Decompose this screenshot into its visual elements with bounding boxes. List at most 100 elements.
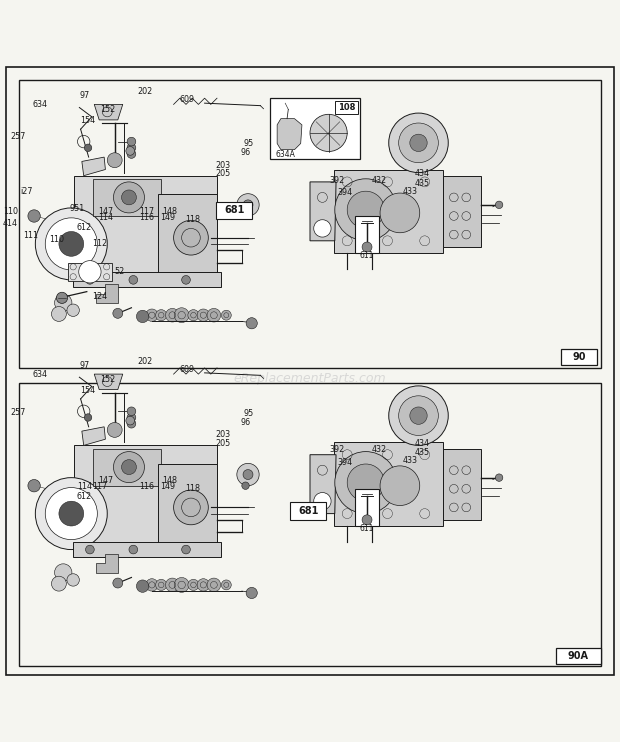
Circle shape <box>335 179 397 241</box>
Text: 148: 148 <box>162 476 177 485</box>
Text: 124: 124 <box>92 292 107 301</box>
Text: 154: 154 <box>81 116 95 125</box>
Text: 111: 111 <box>24 232 38 240</box>
Circle shape <box>45 218 97 270</box>
Text: 609: 609 <box>180 364 195 374</box>
Circle shape <box>243 470 253 479</box>
Circle shape <box>122 190 136 205</box>
Text: 149: 149 <box>160 482 175 491</box>
Text: 95: 95 <box>243 139 254 148</box>
Circle shape <box>335 452 397 513</box>
Polygon shape <box>94 374 123 390</box>
Text: 203: 203 <box>216 430 231 439</box>
Circle shape <box>113 309 123 318</box>
Bar <box>73 542 221 557</box>
Circle shape <box>347 191 384 229</box>
Polygon shape <box>96 284 118 303</box>
Text: 202: 202 <box>138 357 153 367</box>
Circle shape <box>35 208 107 280</box>
Text: 634A: 634A <box>275 150 295 159</box>
Text: 612: 612 <box>77 223 92 232</box>
Circle shape <box>156 580 167 591</box>
Text: 257: 257 <box>11 132 26 141</box>
Circle shape <box>136 310 149 323</box>
Circle shape <box>380 193 420 233</box>
Polygon shape <box>443 448 480 520</box>
Text: 110: 110 <box>4 206 19 215</box>
Circle shape <box>207 578 221 591</box>
Text: 205: 205 <box>216 169 231 178</box>
Circle shape <box>59 501 84 526</box>
Text: 114: 114 <box>77 482 92 491</box>
Text: 634: 634 <box>32 100 47 109</box>
Polygon shape <box>96 554 118 573</box>
Circle shape <box>127 143 136 152</box>
Circle shape <box>174 308 189 323</box>
Circle shape <box>188 309 199 321</box>
Circle shape <box>174 220 208 255</box>
Circle shape <box>174 577 189 592</box>
Polygon shape <box>68 263 112 281</box>
Text: i27: i27 <box>20 187 32 196</box>
Circle shape <box>146 309 158 321</box>
Polygon shape <box>82 427 105 445</box>
Text: 90: 90 <box>572 352 586 362</box>
Circle shape <box>129 545 138 554</box>
Circle shape <box>156 309 167 321</box>
Circle shape <box>86 275 94 284</box>
Circle shape <box>362 242 372 252</box>
Text: 114: 114 <box>98 213 113 222</box>
Text: 96: 96 <box>241 418 250 427</box>
Circle shape <box>84 144 92 151</box>
Circle shape <box>188 580 199 591</box>
Circle shape <box>79 260 101 283</box>
Text: 433: 433 <box>403 456 418 465</box>
Text: 116: 116 <box>140 213 154 222</box>
Text: 97: 97 <box>79 91 90 100</box>
Text: 612: 612 <box>77 493 92 502</box>
Text: 118: 118 <box>185 214 200 223</box>
Circle shape <box>51 306 66 321</box>
Polygon shape <box>443 176 480 247</box>
Polygon shape <box>310 455 336 513</box>
Text: 434: 434 <box>414 439 429 448</box>
Circle shape <box>174 490 208 525</box>
Circle shape <box>389 386 448 445</box>
Text: 432: 432 <box>372 176 387 185</box>
Text: 152: 152 <box>100 375 116 384</box>
Circle shape <box>55 564 72 581</box>
Text: 611: 611 <box>360 252 374 260</box>
Circle shape <box>237 194 259 216</box>
Text: 203: 203 <box>216 161 231 170</box>
Polygon shape <box>82 157 105 176</box>
Bar <box>93 179 161 216</box>
Bar <box>73 272 221 287</box>
Circle shape <box>113 452 144 482</box>
Polygon shape <box>94 105 123 120</box>
Text: 96: 96 <box>241 148 250 157</box>
Circle shape <box>197 579 210 591</box>
Text: 205: 205 <box>216 439 231 448</box>
Polygon shape <box>334 169 443 253</box>
Circle shape <box>136 580 149 592</box>
Circle shape <box>84 414 92 421</box>
Circle shape <box>166 309 179 322</box>
Circle shape <box>242 482 249 490</box>
Text: 435: 435 <box>414 179 429 188</box>
Circle shape <box>314 220 331 237</box>
Text: 434: 434 <box>414 169 429 178</box>
Text: 117: 117 <box>140 206 154 215</box>
Circle shape <box>310 114 347 151</box>
Circle shape <box>182 545 190 554</box>
Polygon shape <box>277 119 302 150</box>
Text: 681: 681 <box>298 506 318 516</box>
Circle shape <box>166 578 179 591</box>
Text: 432: 432 <box>372 445 387 454</box>
Circle shape <box>56 292 68 303</box>
Text: 148: 148 <box>162 206 177 215</box>
Bar <box>158 194 217 275</box>
Circle shape <box>127 150 136 158</box>
Text: 394: 394 <box>337 188 352 197</box>
Bar <box>290 502 326 520</box>
Circle shape <box>107 153 122 168</box>
